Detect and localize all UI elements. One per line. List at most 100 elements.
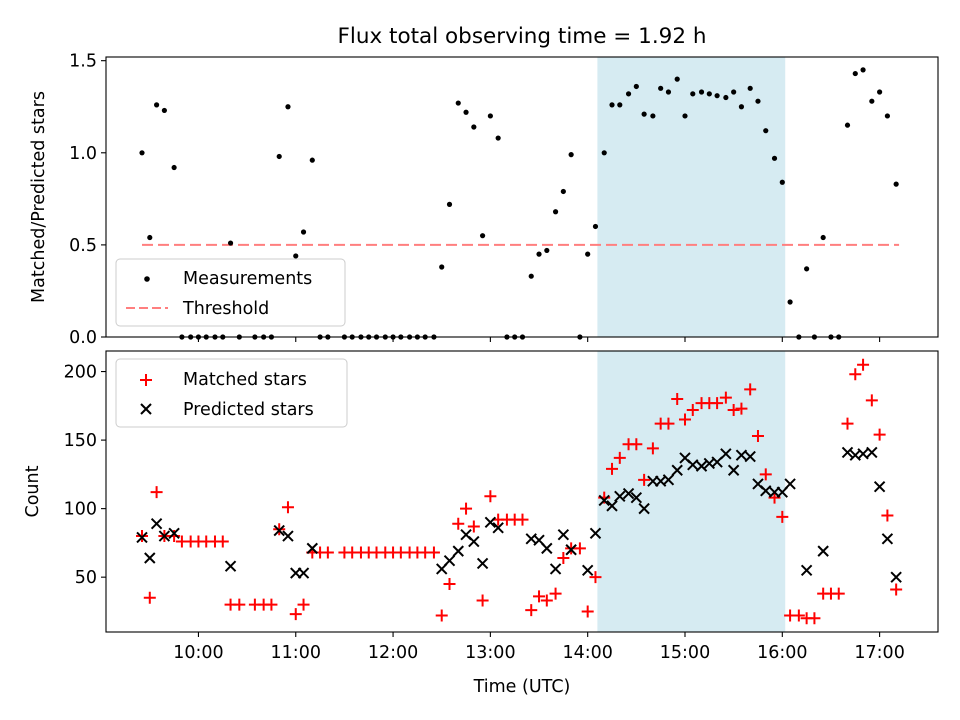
matched-stars-point [606,462,619,475]
measurement-point [139,150,145,156]
matched-stars-point [540,594,553,607]
predicted-stars-point [630,491,643,504]
measurement-point [309,157,315,163]
bottom-x-axis: 10:00 11:00 12:00 13:00 14:00 15:00 16:00 17:00 [173,632,905,663]
x-tick-label: 14:00 [562,643,612,663]
predicted-stars-point [484,516,497,529]
measurement-point [658,85,664,91]
measurement-point [844,122,851,128]
x-tick-label: 10:00 [173,643,223,663]
matched-stars-point [881,509,894,522]
measurement-point [479,233,486,239]
matched-stars-point [759,468,772,481]
measurement-point [714,93,720,99]
predicted-stars-point [224,560,237,572]
measurement-point [738,104,745,110]
measurement-point [771,155,778,161]
measurement-point [552,209,559,215]
matched-stars-point [516,513,529,526]
measurement-point [682,113,688,119]
predicted-stars-point [760,485,772,497]
bottom-legend: Matched stars Predicted stars [115,358,348,428]
matched-stars-point [467,520,480,533]
matched-stars-point [289,608,302,621]
predicted-stars-point [638,502,650,515]
matched-stars-point [233,598,246,611]
measurement-point [877,89,883,95]
measurement-point [463,109,469,115]
measurement-point [747,85,753,91]
matched-stars-point [581,605,594,618]
predicted-stars-point [711,456,723,468]
measurement-point [161,107,167,114]
matched-stars-point [150,486,163,499]
predicted-stars-point [606,500,618,512]
top-shaded-region [597,57,786,337]
predicted-stars-point [841,446,854,459]
predicted-stars-point [695,460,708,472]
predicted-stars-point [492,522,504,534]
legend-threshold-label: Threshold [182,299,269,319]
matched-stars-point [719,391,732,404]
bottom-y-axis-label: Count [23,465,43,517]
predicted-stars-point [150,518,163,530]
matched-stars-point [671,392,684,405]
predicted-stars-point [549,563,562,575]
matched-stars-point [890,583,903,596]
predicted-stars-point [857,448,869,460]
matched-stars-point [613,451,626,464]
predicted-stars-point [557,528,570,541]
predicted-stars-point [598,494,610,507]
measurement-point [650,113,656,119]
x-tick-label: 12:00 [368,643,418,663]
matched-stars-point [873,428,886,441]
measurement-point [706,91,712,97]
matched-stars-point [143,591,156,604]
predicted-stars-point [144,552,156,564]
measurement-point [560,188,566,195]
matched-stars-point [427,546,440,559]
predicted-stars-point [136,531,148,544]
matched-stars-point [281,501,294,514]
y-tick-label: 50 [75,568,97,588]
matched-stars-point [533,590,546,603]
matched-stars-point [589,571,602,584]
bottom-y-axis: 50 100 150 200 [64,363,106,588]
measurement-point [495,135,501,141]
x-tick-label: 16:00 [757,643,807,663]
predicted-stars-point [866,446,878,459]
measurement-point [893,181,899,187]
predicted-stars-point [720,448,732,460]
y-tick-label: 1.0 [69,144,97,164]
matched-stars-point [484,490,497,503]
predicted-stars-point [817,545,829,557]
measurement-point [860,67,866,73]
matched-stars-point [727,403,740,416]
measurement-point [147,234,153,241]
measurement-point [601,150,607,156]
matched-stars-point [321,546,334,559]
y-tick-label: 0.5 [69,236,97,256]
measurement-point [674,76,680,82]
matched-stars-point [630,438,643,451]
top-axes-frame [105,56,939,338]
measurement-point [439,264,445,270]
predicted-stars-point [297,567,310,579]
measurement-points [139,67,899,340]
measurement-point [276,153,282,160]
matched-stars-point [776,510,789,523]
measurement-point [755,98,761,104]
predicted-stars-point [687,459,699,471]
matched-stars-point [476,594,489,607]
predicted-stars-point [306,542,319,555]
measurement-point [592,223,599,230]
bottom-legend-box [115,358,348,428]
predicted-stars-point [671,464,683,476]
x-tick-label: 15:00 [660,643,710,663]
x-tick-label: 11:00 [271,643,321,663]
measurement-point [227,240,234,246]
y-tick-label: 0.0 [69,328,97,348]
measurement-point [869,98,875,104]
predicted-stars-point [273,524,285,537]
top-legend: Measurements Threshold [115,258,346,327]
